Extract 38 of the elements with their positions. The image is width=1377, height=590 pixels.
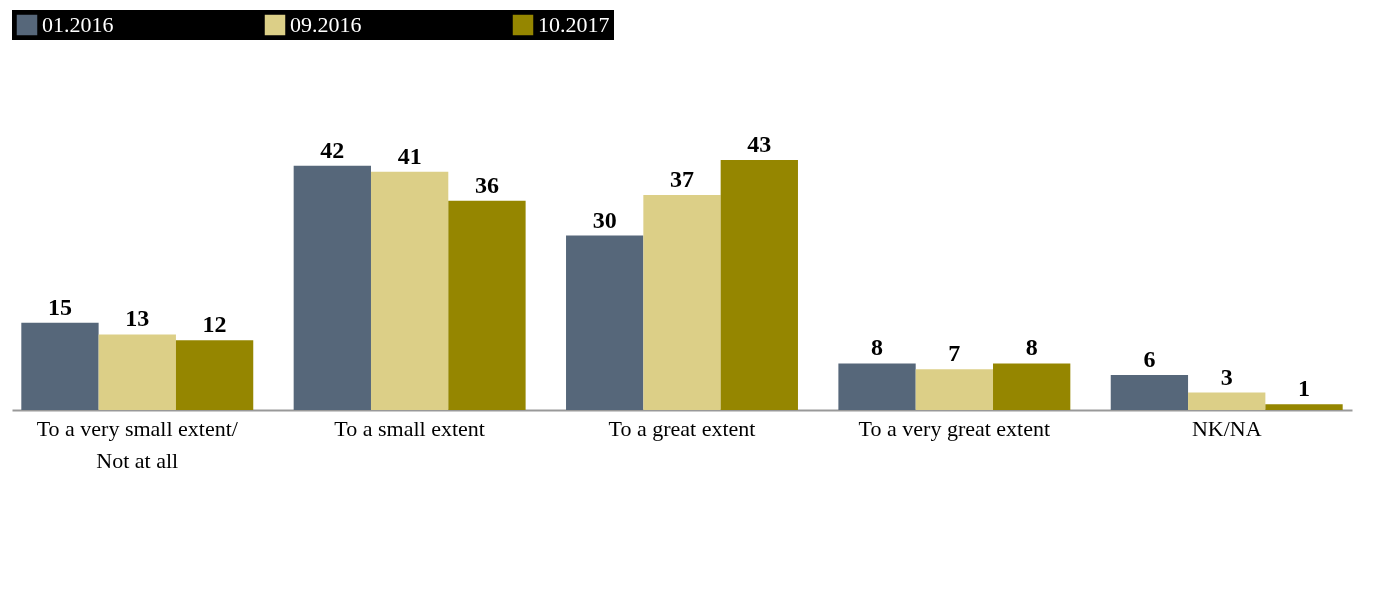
bar bbox=[98, 334, 176, 410]
bar bbox=[370, 171, 449, 410]
x-tick-label: To a very great extent bbox=[858, 415, 1051, 441]
bar bbox=[21, 322, 99, 410]
bar bbox=[566, 235, 644, 410]
bar bbox=[915, 369, 994, 410]
legend-label: 01.2016 bbox=[42, 12, 114, 37]
legend-label: 10.2017 bbox=[538, 12, 610, 37]
legend-label: 09.2016 bbox=[290, 12, 362, 37]
data-label: 12 bbox=[202, 311, 227, 338]
data-label: 6 bbox=[1143, 346, 1156, 373]
bar bbox=[1188, 392, 1266, 410]
data-label: 42 bbox=[320, 136, 345, 163]
data-label: 15 bbox=[47, 293, 72, 320]
bar bbox=[720, 160, 798, 410]
x-tick-label: To a great extent bbox=[608, 415, 756, 441]
x-tick-label: To a very small extent/ Not at all bbox=[36, 415, 239, 473]
bar bbox=[643, 194, 721, 410]
bar bbox=[838, 363, 916, 410]
x-tick-label: NK/NA bbox=[1191, 415, 1262, 441]
bar bbox=[1110, 375, 1189, 410]
bar bbox=[293, 165, 371, 410]
bar bbox=[175, 340, 254, 410]
data-label: 41 bbox=[397, 142, 422, 169]
data-label: 8 bbox=[871, 334, 884, 361]
data-label: 7 bbox=[948, 340, 961, 367]
bar bbox=[1265, 404, 1343, 410]
data-label: 30 bbox=[592, 206, 617, 233]
x-tick-label: To a small extent bbox=[334, 415, 485, 441]
data-label: 37 bbox=[670, 165, 694, 192]
data-label: 36 bbox=[474, 171, 499, 198]
data-label: 8 bbox=[1025, 334, 1038, 361]
data-label: 13 bbox=[125, 305, 150, 332]
bar bbox=[448, 200, 526, 410]
data-label: 43 bbox=[747, 131, 772, 157]
data-label: 3 bbox=[1220, 363, 1233, 390]
bar bbox=[993, 363, 1071, 410]
data-label: 1 bbox=[1298, 375, 1311, 402]
